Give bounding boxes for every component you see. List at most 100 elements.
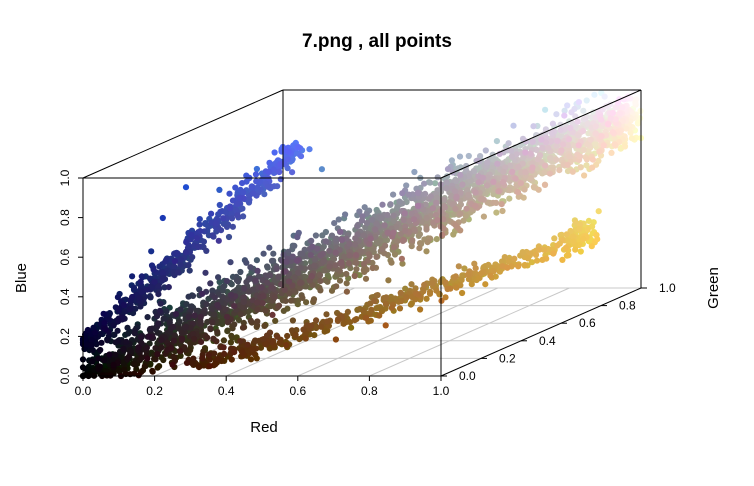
data-point (115, 367, 122, 374)
data-point (331, 220, 338, 227)
data-point (434, 217, 441, 224)
data-point (407, 301, 414, 308)
data-point (212, 360, 219, 367)
data-point (254, 267, 261, 274)
data-point (515, 163, 522, 170)
data-point (423, 214, 430, 221)
data-point (442, 279, 449, 286)
data-point (302, 335, 309, 342)
data-point (493, 199, 500, 206)
data-point (265, 168, 273, 176)
data-point (244, 341, 251, 348)
data-point (220, 344, 227, 351)
data-point (308, 322, 315, 329)
data-point (556, 167, 563, 174)
data-point (253, 178, 260, 185)
data-point (397, 289, 404, 296)
data-point (102, 326, 109, 333)
data-point (493, 209, 500, 216)
data-point (536, 246, 543, 253)
data-point (114, 294, 121, 301)
data-point (249, 190, 257, 197)
data-point (514, 189, 522, 196)
data-point (89, 347, 96, 354)
data-point (390, 191, 397, 198)
data-point (254, 184, 261, 191)
data-point (206, 363, 213, 370)
data-point (581, 172, 588, 179)
data-point (307, 252, 314, 259)
data-point (299, 294, 306, 301)
data-point (591, 91, 598, 98)
data-point (283, 258, 290, 265)
data-point (534, 156, 541, 163)
data-point (318, 323, 325, 330)
data-point (353, 252, 360, 259)
data-point (452, 188, 459, 195)
data-point (408, 281, 415, 288)
data-point (368, 306, 375, 313)
data-point (378, 214, 385, 221)
data-point (532, 251, 540, 258)
z-tick-label: 0.6 (58, 249, 72, 266)
data-point (520, 249, 527, 256)
data-point (234, 200, 241, 207)
data-point (209, 305, 216, 312)
data-point (212, 220, 220, 227)
chart-title: 7.png , all points (302, 31, 452, 52)
data-point (323, 311, 330, 318)
data-point (399, 260, 406, 267)
data-point (335, 216, 342, 223)
data-point (260, 336, 267, 343)
box-edge-8 (82, 89, 284, 179)
data-point (348, 324, 355, 331)
data-point (379, 245, 386, 253)
data-point (299, 250, 306, 257)
data-point (390, 212, 397, 219)
data-point (317, 252, 324, 259)
data-point (100, 310, 107, 317)
data-point (259, 300, 266, 307)
data-point (410, 216, 418, 223)
data-point (320, 258, 327, 265)
data-point (191, 335, 198, 343)
data-point (144, 355, 151, 362)
data-point (589, 156, 597, 163)
data-point (311, 262, 318, 269)
data-point (612, 116, 619, 123)
data-point (243, 279, 250, 286)
data-point (360, 260, 367, 267)
data-point (554, 242, 561, 249)
data-point (280, 251, 287, 258)
data-point (215, 237, 222, 244)
data-point (266, 159, 273, 166)
data-point (530, 183, 538, 190)
data-point (115, 317, 122, 325)
data-point (197, 228, 204, 235)
data-point (147, 325, 154, 333)
data-point (472, 189, 479, 196)
data-point (372, 226, 379, 233)
data-point (207, 280, 214, 287)
data-point (151, 278, 158, 285)
data-point (125, 330, 132, 337)
data-point (458, 277, 465, 284)
data-point (346, 240, 353, 247)
data-point (398, 255, 405, 262)
data-point (493, 138, 500, 145)
data-point (124, 324, 131, 331)
data-point (494, 160, 501, 167)
data-point (553, 156, 560, 163)
data-point (487, 272, 494, 279)
data-point (216, 278, 223, 286)
data-point (459, 272, 466, 279)
data-point (505, 258, 512, 265)
data-point (285, 278, 293, 285)
data-point (576, 153, 584, 160)
data-point (165, 284, 172, 291)
data-point (455, 263, 462, 270)
data-point (332, 262, 339, 269)
data-point (539, 144, 546, 151)
data-point (211, 350, 218, 357)
data-point (152, 345, 159, 352)
